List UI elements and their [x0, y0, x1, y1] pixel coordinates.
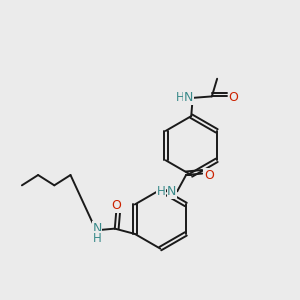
- Text: O: O: [228, 92, 238, 104]
- Text: H: H: [176, 92, 185, 104]
- Text: N: N: [92, 222, 102, 235]
- Text: H: H: [157, 185, 166, 198]
- Text: N: N: [167, 185, 177, 198]
- Text: O: O: [204, 169, 214, 182]
- Text: N: N: [184, 92, 193, 104]
- Text: H: H: [93, 232, 101, 244]
- Text: O: O: [111, 199, 121, 212]
